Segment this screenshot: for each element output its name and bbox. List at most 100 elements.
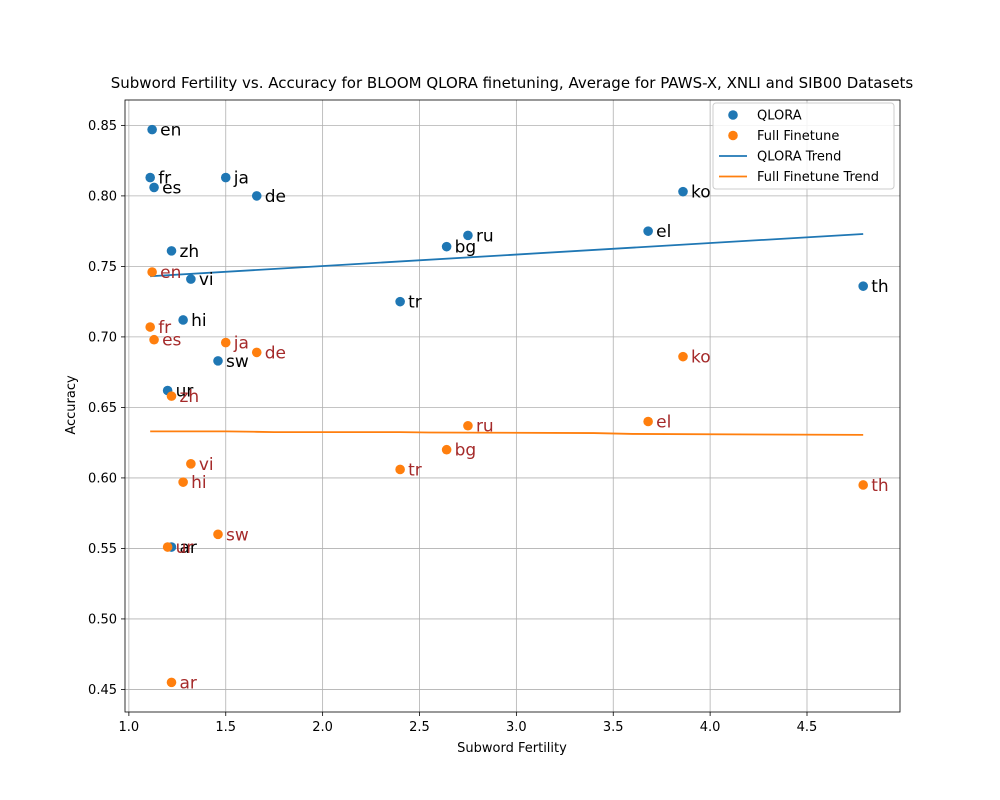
- scatter-point: [251, 191, 262, 201]
- trend-line-3: [150, 430, 864, 436]
- x-tick-label: 3.0: [506, 720, 527, 735]
- point-label: de: [265, 343, 286, 363]
- x-tick-label: 3.5: [603, 720, 624, 735]
- point-label: es: [162, 178, 181, 198]
- data-points: [145, 124, 868, 688]
- x-axis-label: Subword Fertility: [457, 741, 567, 756]
- point-label: ru: [476, 226, 494, 246]
- point-label: tr: [408, 460, 422, 480]
- x-tick-label: 4.5: [797, 720, 818, 735]
- legend-label: Full Finetune Trend: [757, 170, 879, 185]
- scatter-point: [178, 315, 188, 325]
- point-label: ko: [691, 183, 711, 203]
- scatter-point: [395, 464, 405, 475]
- scatter-point: [166, 246, 177, 256]
- x-tick-label: 1.0: [119, 720, 140, 735]
- point-label: ar: [180, 538, 197, 558]
- y-tick-label: 0.60: [88, 471, 117, 486]
- y-tick-label: 0.55: [88, 542, 117, 557]
- point-label: th: [871, 476, 888, 496]
- point-label: fr: [158, 169, 171, 189]
- scatter-point: [186, 274, 196, 284]
- scatter-point: [643, 226, 653, 236]
- y-tick-label: 0.65: [88, 401, 117, 416]
- scatter-point: [166, 391, 177, 401]
- legend-box: [712, 102, 895, 190]
- point-label: zh: [180, 242, 200, 262]
- legend-point-marker: [728, 110, 738, 120]
- x-tick-label: 2.5: [409, 720, 430, 735]
- scatter-point: [213, 356, 223, 366]
- axes: 1.0 1.5 2.0 2.5 3.0 3.5 4.0 4.5 0.45 0.50 0.55 0.60…: [88, 99, 901, 735]
- point-label: zh: [180, 387, 200, 407]
- point-label: bg: [455, 441, 477, 461]
- scatter-point: [149, 334, 159, 345]
- scatter-point: [220, 337, 231, 348]
- point-label: el: [656, 413, 671, 433]
- y-tick-label: 0.75: [88, 260, 117, 275]
- point-label: ru: [476, 417, 494, 437]
- y-tick-label: 0.80: [88, 189, 117, 204]
- point-label: ur: [176, 381, 194, 401]
- point-label: ur: [176, 538, 194, 558]
- legend-label: Full Finetune: [757, 129, 839, 144]
- x-tick-label: 2.0: [312, 720, 333, 735]
- scatter-point: [441, 241, 452, 252]
- scatter-point: [178, 477, 188, 487]
- point-label: hi: [191, 311, 207, 331]
- legend: QLORA Full Finetune QLORA Trend Full Finetu…: [712, 102, 895, 190]
- point-label: th: [871, 277, 888, 297]
- scatter-point: [149, 182, 159, 193]
- x-tick-label: 1.5: [215, 720, 236, 735]
- point-label: tr: [408, 293, 422, 313]
- scatter-point: [186, 459, 196, 469]
- scatter-point: [643, 416, 653, 427]
- legend-label: QLORA Trend: [757, 150, 841, 165]
- point-label: de: [265, 187, 286, 207]
- y-tick-label: 0.45: [88, 683, 117, 698]
- y-tick-label: 0.70: [88, 330, 117, 345]
- point-label: vi: [199, 455, 214, 475]
- scatter-point: [213, 529, 223, 540]
- y-tick-label: 0.85: [88, 119, 117, 134]
- point-label: en: [160, 121, 181, 141]
- scatter-point: [858, 480, 868, 490]
- point-label: ar: [180, 673, 197, 693]
- scatter-point: [858, 281, 868, 291]
- scatter-point: [145, 322, 155, 332]
- point-label: ja: [233, 169, 249, 189]
- scatter-point: [166, 677, 177, 688]
- point-label: fr: [158, 318, 171, 338]
- point-label: vi: [199, 270, 214, 290]
- scatter-point: [147, 124, 157, 135]
- legend-point-marker: [728, 130, 738, 141]
- scatter-point: [678, 186, 688, 197]
- scatter-point: [251, 347, 262, 358]
- plot-frame: [124, 99, 901, 713]
- trend-lines: [150, 233, 864, 436]
- point-label: sw: [226, 352, 249, 372]
- scatter-point: [145, 172, 155, 183]
- scatter-point: [678, 351, 688, 362]
- y-tick-label: 0.50: [88, 612, 117, 627]
- scatter-point: [463, 420, 473, 431]
- point-label: ja: [233, 334, 249, 354]
- scatter-point: [220, 172, 231, 183]
- x-tick-label: 4.0: [700, 720, 721, 735]
- trend-line-2: [150, 233, 864, 278]
- chart-title: Subword Fertility vs. Accuracy for BLOOM…: [111, 74, 914, 92]
- y-axis-label: Accuracy: [64, 375, 79, 435]
- grid: [125, 100, 900, 712]
- scatter-point: [441, 444, 452, 455]
- point-label: es: [162, 331, 181, 351]
- point-label: el: [656, 222, 671, 242]
- scatter-point: [395, 296, 405, 307]
- legend-label: QLORA: [757, 109, 802, 124]
- point-label: hi: [191, 473, 207, 493]
- point-label: en: [160, 263, 181, 283]
- point-label: ko: [691, 348, 711, 368]
- point-label: bg: [455, 238, 477, 258]
